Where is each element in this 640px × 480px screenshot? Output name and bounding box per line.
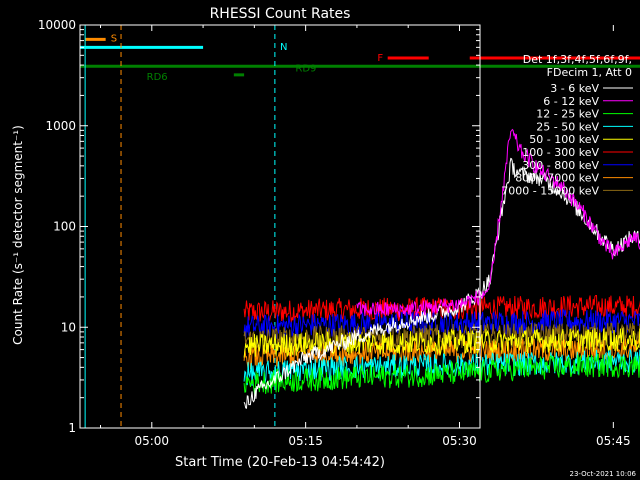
- legend-header: Det 1f,3f,4f,5f,6f,9f,: [523, 53, 632, 66]
- plot-frame: [79, 24, 481, 429]
- annotations: S N F RD9 RD6: [111, 34, 384, 84]
- legend-entry-label: 300 - 800 keV: [522, 159, 599, 172]
- y-tick-label: 10: [61, 320, 76, 334]
- annotation-label: S: [111, 34, 117, 45]
- legend-entry-label: 100 - 300 keV: [522, 146, 599, 159]
- y-tick-label: 10000: [38, 18, 76, 32]
- x-tick-label: 05:00: [134, 434, 169, 448]
- legend: Det 1f,3f,4f,5f,6f,9f,FDecim 1, Att 0 3 -…: [501, 53, 633, 197]
- legend-entry-label: 800 - 7000 keV: [515, 172, 599, 185]
- annotation-label: RD9: [295, 63, 316, 74]
- legend-entry-label: 3 - 6 keV: [550, 82, 599, 95]
- y-tick-label: 1000: [45, 119, 76, 133]
- legend-header: FDecim 1, Att 0: [547, 66, 632, 79]
- legend-entry-label: 25 - 50 keV: [536, 120, 599, 133]
- footer-date: 23-Oct-2021 10:06: [570, 470, 637, 478]
- legend-entry-label: 7000 - 15000 keV: [501, 184, 599, 197]
- y-axis-label: Count Rate (s⁻¹ detector segment⁻¹): [11, 125, 25, 345]
- x-tick-label: 05:15: [288, 434, 323, 448]
- x-axis-label: Start Time (20-Feb-13 04:54:42): [175, 455, 385, 470]
- annotation-label: F: [377, 53, 383, 64]
- legend-entry-label: 12 - 25 keV: [536, 108, 599, 121]
- x-tick-label: 05:45: [596, 434, 631, 448]
- legend-entry-label: 6 - 12 keV: [543, 95, 599, 108]
- y-tick-label: 100: [53, 220, 76, 234]
- annotation-label: RD6: [147, 72, 168, 83]
- chart-title: RHESSI Count Rates: [210, 6, 351, 22]
- series-line: [243, 353, 640, 396]
- data-series: [243, 128, 640, 409]
- legend-entry-label: 50 - 100 keV: [529, 133, 599, 146]
- axes: 05:0005:1505:3005:4506:0006:1506:3011010…: [38, 18, 631, 448]
- series-line: [243, 157, 640, 409]
- y-tick-label: 1: [68, 421, 76, 435]
- flag-bars: [80, 37, 640, 77]
- annotation-label: N: [280, 42, 287, 53]
- series-line: [243, 349, 640, 386]
- series-line: [243, 308, 640, 340]
- x-tick-label: 05:30: [442, 434, 477, 448]
